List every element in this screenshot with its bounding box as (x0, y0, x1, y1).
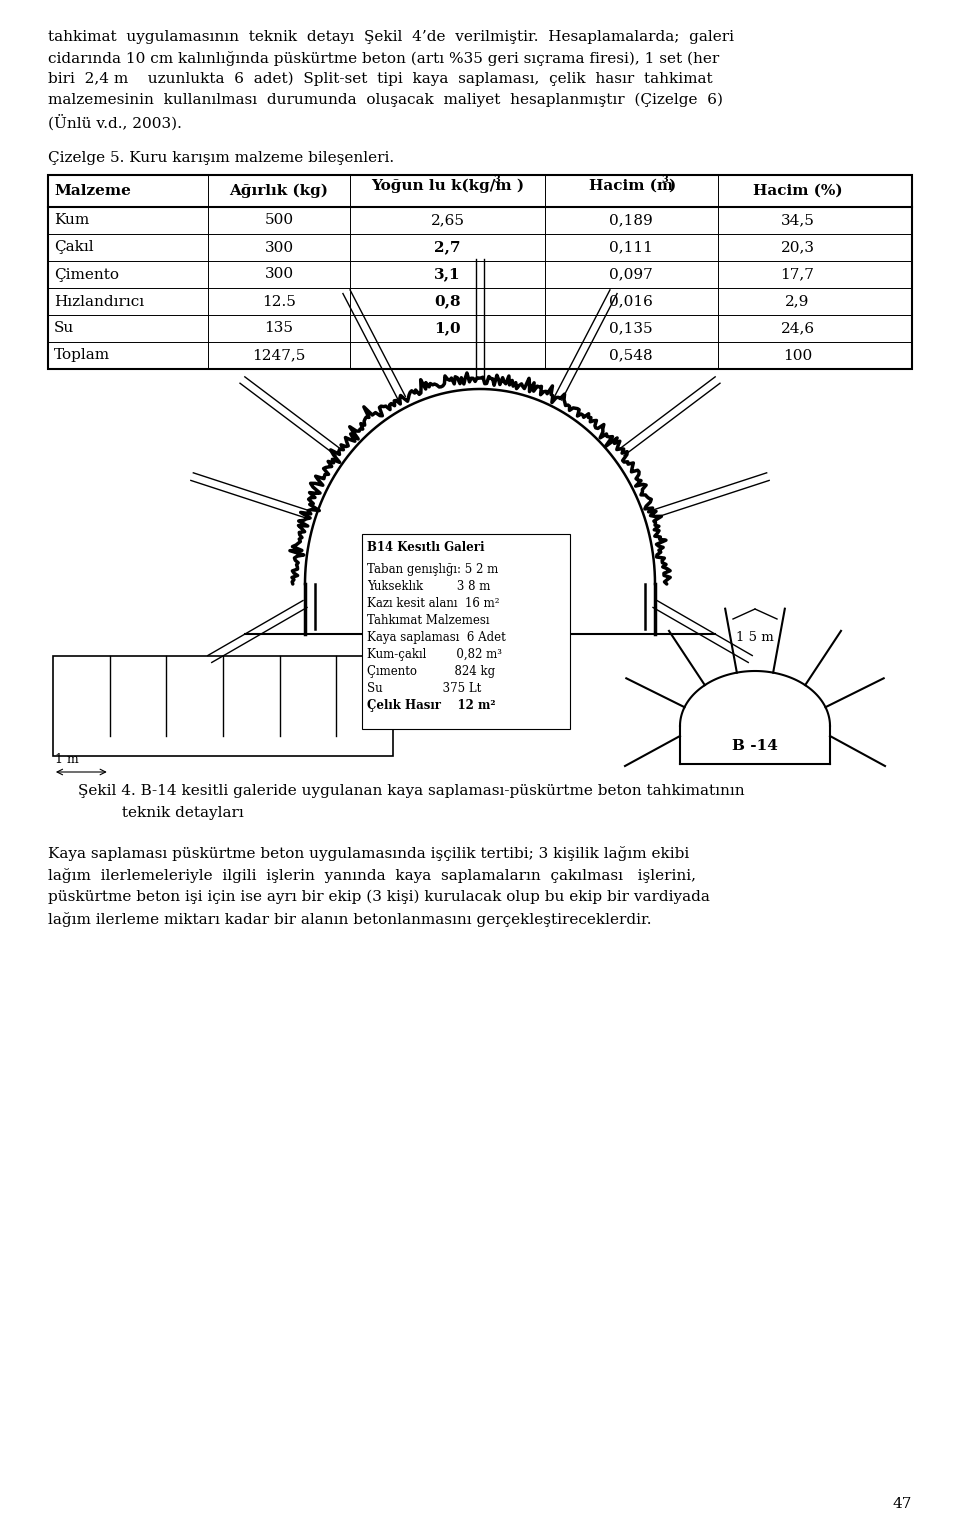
Text: Şekil 4. B-14 kesitli galeride uygulanan kaya saplaması-püskürtme beton tahkimat: Şekil 4. B-14 kesitli galeride uygulanan… (78, 783, 745, 799)
Text: cidarında 10 cm kalınlığında püskürtme beton (artı %35 geri sıçrama firesi), 1 s: cidarında 10 cm kalınlığında püskürtme b… (48, 51, 719, 66)
Text: Hızlandırıcı: Hızlandırıcı (54, 294, 144, 308)
Text: Kaya saplaması  6 Adet: Kaya saplaması 6 Adet (367, 631, 506, 643)
Text: 12.5: 12.5 (262, 294, 296, 308)
Text: 2,65: 2,65 (431, 214, 465, 228)
Text: Çelık Hasır    12 m²: Çelık Hasır 12 m² (367, 699, 495, 713)
Text: Kum: Kum (54, 214, 89, 228)
Text: Ağırlık (kg): Ağırlık (kg) (229, 183, 328, 199)
Text: Yukseklık         3 8 m: Yukseklık 3 8 m (367, 580, 491, 593)
Text: Malzeme: Malzeme (54, 185, 131, 199)
Text: Hacim (m: Hacim (m (589, 179, 673, 192)
Text: Hacim (%): Hacim (%) (753, 185, 842, 199)
Text: 0,548: 0,548 (610, 348, 653, 363)
Text: malzemesinin  kullanılması  durumunda  oluşacak  maliyet  hesaplanmıştır  (Çizel: malzemesinin kullanılması durumunda oluş… (48, 92, 723, 108)
Text: biri  2,4 m    uzunlukta  6  adet)  Split-set  tipi  kaya  saplaması,  çelik  ha: biri 2,4 m uzunlukta 6 adet) Split-set t… (48, 72, 712, 86)
Text: 0,189: 0,189 (610, 214, 653, 228)
Text: Su: Su (54, 322, 74, 336)
Text: Kaya saplaması püskürtme beton uygulamasında işçilik tertibi; 3 kişilik lağım ek: Kaya saplaması püskürtme beton uygulamas… (48, 846, 689, 860)
Text: 3,1: 3,1 (434, 268, 461, 282)
Bar (53, 656, 393, 756)
Text: ): ) (668, 179, 676, 192)
Text: Çizelge 5. Kuru karışım malzeme bileşenleri.: Çizelge 5. Kuru karışım malzeme bileşenl… (48, 151, 395, 165)
Text: 3: 3 (493, 174, 500, 183)
Text: 17,7: 17,7 (780, 268, 814, 282)
Text: 300: 300 (265, 240, 294, 254)
Text: Taban genışlığı: 5 2 m: Taban genışlığı: 5 2 m (367, 563, 498, 576)
Text: 1,0: 1,0 (434, 322, 461, 336)
Text: 47: 47 (893, 1497, 912, 1511)
Bar (48, 175, 912, 369)
Text: 0,111: 0,111 (610, 240, 653, 254)
Text: Kazı kesit alanı  16 m²: Kazı kesit alanı 16 m² (367, 597, 499, 609)
Text: 0,8: 0,8 (434, 294, 461, 308)
Text: 2,7: 2,7 (434, 240, 461, 254)
Text: 3: 3 (661, 174, 668, 183)
Text: 500: 500 (265, 214, 294, 228)
Text: B -14: B -14 (732, 739, 778, 753)
Text: 300: 300 (265, 268, 294, 282)
Text: 34,5: 34,5 (780, 214, 814, 228)
Text: tahkimat  uygulamasının  teknik  detayı  Şekil  4’de  verilmiştir.  Hesaplamalar: tahkimat uygulamasının teknik detayı Şek… (48, 29, 734, 45)
Text: lağım  ilerlemeleriyle  ilgili  işlerin  yanında  kaya  saplamaların  çakılması : lağım ilerlemeleriyle ilgili işlerin yan… (48, 868, 696, 883)
Text: Çakıl: Çakıl (54, 240, 94, 254)
Text: püskürtme beton işi için ise ayrı bir ekip (3 kişi) kurulacak olup bu ekip bir v: püskürtme beton işi için ise ayrı bir ek… (48, 890, 709, 905)
Text: 0,097: 0,097 (610, 268, 653, 282)
Text: 0,016: 0,016 (610, 294, 653, 308)
Text: Çimento: Çimento (54, 268, 119, 282)
Text: Su                375 Lt: Su 375 Lt (367, 682, 481, 696)
Text: B14 Kesıtlı Galeri: B14 Kesıtlı Galeri (367, 542, 485, 554)
Text: lağım ilerleme miktarı kadar bir alanın betonlanmasını gerçekleştireceklerdir.: lağım ilerleme miktarı kadar bir alanın … (48, 913, 652, 926)
Text: 1 m: 1 m (55, 753, 79, 766)
Text: 100: 100 (783, 348, 812, 363)
Text: Çımento          824 kg: Çımento 824 kg (367, 665, 495, 679)
Text: 24,6: 24,6 (780, 322, 815, 336)
Text: 0,135: 0,135 (610, 322, 653, 336)
Text: Yoğun lu k(kg/m ): Yoğun lu k(kg/m ) (371, 179, 524, 194)
Text: 2,9: 2,9 (785, 294, 809, 308)
Text: (Ünlü v.d., 2003).: (Ünlü v.d., 2003). (48, 114, 181, 131)
Text: Toplam: Toplam (54, 348, 110, 363)
Text: 1247,5: 1247,5 (252, 348, 306, 363)
Text: Tahkımat Malzemesı: Tahkımat Malzemesı (367, 614, 490, 626)
Bar (362, 534, 570, 729)
Text: 1 5 m: 1 5 m (736, 631, 774, 643)
Text: 135: 135 (265, 322, 294, 336)
Text: 20,3: 20,3 (780, 240, 814, 254)
Text: teknik detayları: teknik detayları (78, 806, 244, 820)
Text: Kum-çakıl        0,82 m³: Kum-çakıl 0,82 m³ (367, 648, 502, 660)
